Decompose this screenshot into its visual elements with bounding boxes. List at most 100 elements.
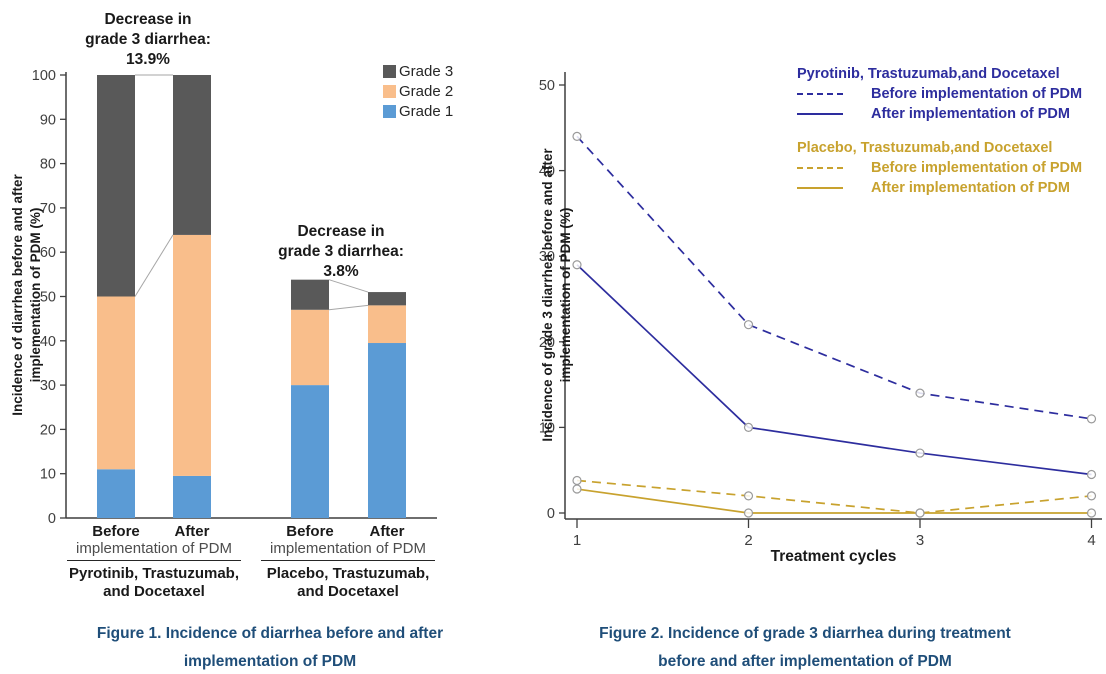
figure1-legend-label: Grade 3	[399, 62, 454, 80]
figure2-series-line-dashed	[576, 479, 1092, 514]
bar-label-before: Before	[286, 523, 334, 540]
figure2-caption-line2: before and after implementation of PDM	[658, 653, 952, 670]
figure1-bar-segment-grade-3	[291, 279, 329, 310]
grade2-color-swatch	[383, 84, 396, 98]
figure2-y-tick-label: 0	[547, 506, 555, 522]
figure2-series-line-solid	[576, 488, 1092, 514]
figure1-y-axis-label-line2: implementation of PDM (%)	[28, 207, 43, 383]
figure2-series-line-dashed	[576, 135, 1092, 420]
figure1-legend-item-grade2: Grade 2	[383, 81, 453, 101]
figure1-y-tick-label: 20	[40, 422, 56, 438]
figure1-caption-line1: Figure 1. Incidence of diarrhea before a…	[96, 625, 444, 642]
figure1-bar-segment-grade-1	[97, 469, 135, 518]
figure2-line-chart: 0 10 20 30 40 50 1 2 3 4 Treatment cycles	[539, 72, 1102, 565]
legend-group-title: Placebo, Trastuzumab,and Docetaxel	[797, 140, 1053, 156]
figure1-caption-line2: implementation of PDM	[183, 653, 357, 670]
figure2-data-point-marker	[743, 422, 754, 432]
solid-line-swatch	[797, 113, 843, 115]
annotation-line1: Decrease in	[297, 223, 385, 240]
group-name-placebo: Placebo, Trastuzumab, and Docetaxel	[246, 565, 450, 601]
figure2-data-point-marker	[572, 131, 582, 141]
solid-line-swatch	[797, 187, 843, 189]
figure1-y-axis-label-line1: Incidence of diarrhea before and after	[10, 174, 25, 416]
figure2-legend-group-pyrotinib: Pyrotinib, Trastuzumab,and Docetaxel Bef…	[797, 64, 1106, 124]
figure1-y-axis-label: Incidence of diarrhea before and after i…	[9, 75, 45, 515]
annotation-line1: Decrease in	[104, 11, 192, 28]
figure2-x-tick-label: 2	[744, 532, 752, 549]
figure2-data-point-marker	[572, 260, 582, 270]
bar-label-after: After	[369, 523, 405, 540]
implementation-of-pdm-label: implementation of PDM	[67, 540, 241, 561]
dashed-line-swatch	[797, 93, 843, 95]
legend-row-after: After implementation of PDM	[797, 104, 1106, 124]
figure2-y-tick-label: 20	[539, 335, 555, 351]
figure1-decrease-connector-line	[328, 304, 369, 311]
figure2-data-point-marker	[743, 491, 754, 501]
figure1-bar-segment-grade-3	[173, 75, 211, 235]
figure1-bar-chart: 0 10 20 30 40 50 60 70 80 90 100	[32, 68, 437, 527]
figure1-xaxis-group-pyrotinib: Before After implementation of PDM Pyrot…	[64, 523, 244, 613]
figure2-y-tick-label: 30	[539, 249, 555, 265]
figure2-y-tick-label: 40	[539, 164, 555, 180]
figure1-decrease-connector-line	[328, 279, 369, 293]
grade3-color-swatch	[383, 64, 396, 78]
figure2-y-axis-label: Incidence of grade 3 diarrhea before and…	[539, 75, 575, 515]
figure2-legend: Pyrotinib, Trastuzumab,and Docetaxel Bef…	[797, 64, 1106, 212]
figure1-y-tick-label: 40	[40, 334, 56, 350]
legend-group-title: Pyrotinib, Trastuzumab,and Docetaxel	[797, 66, 1060, 82]
figure1-bar-segment-grade-2	[97, 296, 135, 470]
group-name-line2: and Docetaxel	[297, 583, 399, 600]
figure2-x-axis-title: Treatment cycles	[771, 548, 897, 565]
figure1-legend-label: Grade 1	[399, 102, 454, 120]
figure1-legend: Grade 3 Grade 2 Grade 1	[383, 61, 453, 121]
figure2-x-tick-label: 1	[573, 532, 581, 549]
figure1-bar-segment-grade-2	[291, 309, 329, 386]
figure1-bar-segment-grade-3	[97, 75, 135, 297]
implementation-of-pdm-label: implementation of PDM	[261, 540, 435, 561]
figure1-legend-item-grade1: Grade 1	[383, 101, 453, 121]
figure2-x-tick-label: 4	[1087, 532, 1095, 549]
legend-row-label: After implementation of PDM	[871, 106, 1070, 122]
dashed-line-swatch	[797, 167, 843, 169]
figure1-xaxis-group-placebo: Before After implementation of PDM Place…	[258, 523, 438, 613]
legend-row-label: Before implementation of PDM	[871, 86, 1083, 102]
figure1-bar-segment-grade-3	[368, 292, 406, 306]
figure2-caption-line1: Figure 2. Incidence of grade 3 diarrhea …	[599, 625, 1011, 642]
figure2-series-line-solid	[576, 264, 1092, 476]
figure2-data-point-marker	[915, 448, 925, 458]
figure2-x-tick-label: 3	[916, 532, 924, 549]
figure1-caption: Figure 1. Incidence of diarrhea before a…	[40, 620, 500, 674]
figure1-y-tick-label: 30	[40, 378, 56, 394]
legend-row-after: After implementation of PDM	[797, 178, 1106, 198]
legend-row-before: Before implementation of PDM	[797, 158, 1106, 178]
figure2-caption: Figure 2. Incidence of grade 3 diarrhea …	[578, 620, 1032, 674]
annotation-value: 3.8%	[323, 263, 359, 280]
grade1-color-swatch	[383, 104, 396, 118]
bar-label-before: Before	[92, 523, 140, 540]
annotation-value: 13.9%	[126, 51, 170, 68]
figure1-y-tick-label: 10	[40, 467, 56, 483]
figure1-decrease-connector-line	[134, 234, 174, 297]
figure1-bar-segment-grade-1	[368, 343, 406, 518]
figure1-y-tick-label: 90	[40, 112, 56, 128]
figure1-bar-segment-grade-2	[368, 305, 406, 344]
figure1-bar-segment-grade-1	[291, 385, 329, 518]
figure1-y-tick-label: 100	[32, 68, 56, 84]
bar-label-after: After	[174, 523, 210, 540]
legend-row-before: Before implementation of PDM	[797, 84, 1106, 104]
figure1-annotation-pyrotinib-decrease: Decrease in grade 3 diarrhea: 13.9%	[56, 10, 240, 70]
annotation-line2: grade 3 diarrhea:	[85, 31, 211, 48]
figure1-annotation-placebo-decrease: Decrease in grade 3 diarrhea: 3.8%	[249, 222, 433, 282]
figure1-legend-item-grade3: Grade 3	[383, 61, 453, 81]
legend-row-label: Before implementation of PDM	[871, 160, 1083, 176]
group-name-line1: Placebo, Trastuzumab,	[266, 565, 430, 582]
figure2-y-axis-label-line1: Incidence of grade 3 diarrhea before and…	[540, 148, 555, 442]
figure2-data-point-marker	[915, 388, 925, 398]
figure1-bar-segment-grade-2	[173, 234, 211, 476]
group-name-line1: Pyrotinib, Trastuzumab,	[68, 565, 240, 582]
figure2-data-point-marker	[743, 320, 754, 330]
figure1-y-tick-label: 70	[40, 201, 56, 217]
figure1-y-tick-label: 60	[40, 245, 56, 261]
